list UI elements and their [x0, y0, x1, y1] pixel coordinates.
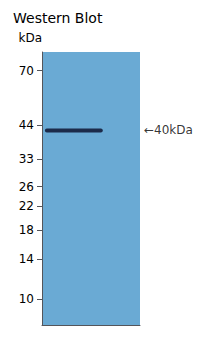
- svg-text:26: 26: [19, 180, 34, 194]
- svg-text:kDa: kDa: [18, 31, 42, 45]
- svg-text:14: 14: [19, 252, 34, 266]
- svg-text:←40kDa: ←40kDa: [144, 123, 193, 137]
- svg-text:10: 10: [19, 292, 34, 306]
- svg-text:18: 18: [19, 223, 34, 237]
- svg-text:44: 44: [19, 118, 34, 132]
- svg-text:33: 33: [19, 152, 34, 166]
- svg-text:70: 70: [19, 64, 34, 78]
- svg-text:22: 22: [19, 199, 34, 213]
- svg-text:Western Blot: Western Blot: [13, 10, 103, 26]
